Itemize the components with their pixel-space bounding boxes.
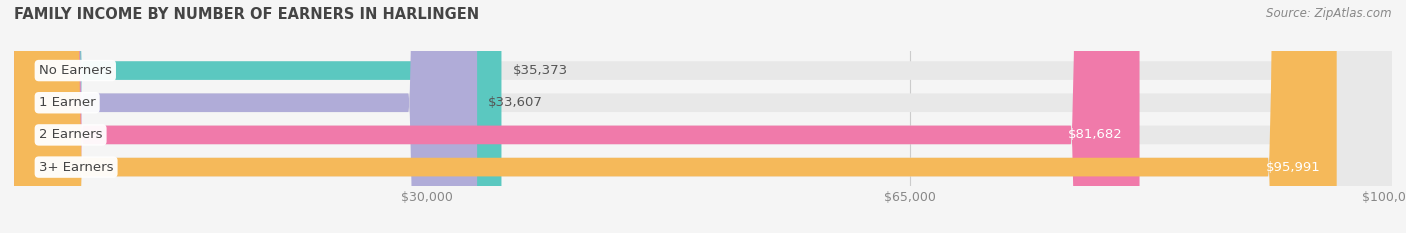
Text: $95,991: $95,991 [1265,161,1320,174]
FancyBboxPatch shape [14,0,1337,233]
FancyBboxPatch shape [14,0,477,233]
FancyBboxPatch shape [14,0,1392,233]
Text: $35,373: $35,373 [512,64,568,77]
FancyBboxPatch shape [14,0,502,233]
Text: 2 Earners: 2 Earners [39,128,103,141]
Text: FAMILY INCOME BY NUMBER OF EARNERS IN HARLINGEN: FAMILY INCOME BY NUMBER OF EARNERS IN HA… [14,7,479,22]
Text: $81,682: $81,682 [1069,128,1123,141]
FancyBboxPatch shape [14,0,1392,233]
Text: Source: ZipAtlas.com: Source: ZipAtlas.com [1267,7,1392,20]
Text: $33,607: $33,607 [488,96,543,109]
Text: No Earners: No Earners [39,64,111,77]
FancyBboxPatch shape [14,0,1392,233]
FancyBboxPatch shape [14,0,1139,233]
FancyBboxPatch shape [14,0,1392,233]
Text: 1 Earner: 1 Earner [39,96,96,109]
Text: 3+ Earners: 3+ Earners [39,161,114,174]
